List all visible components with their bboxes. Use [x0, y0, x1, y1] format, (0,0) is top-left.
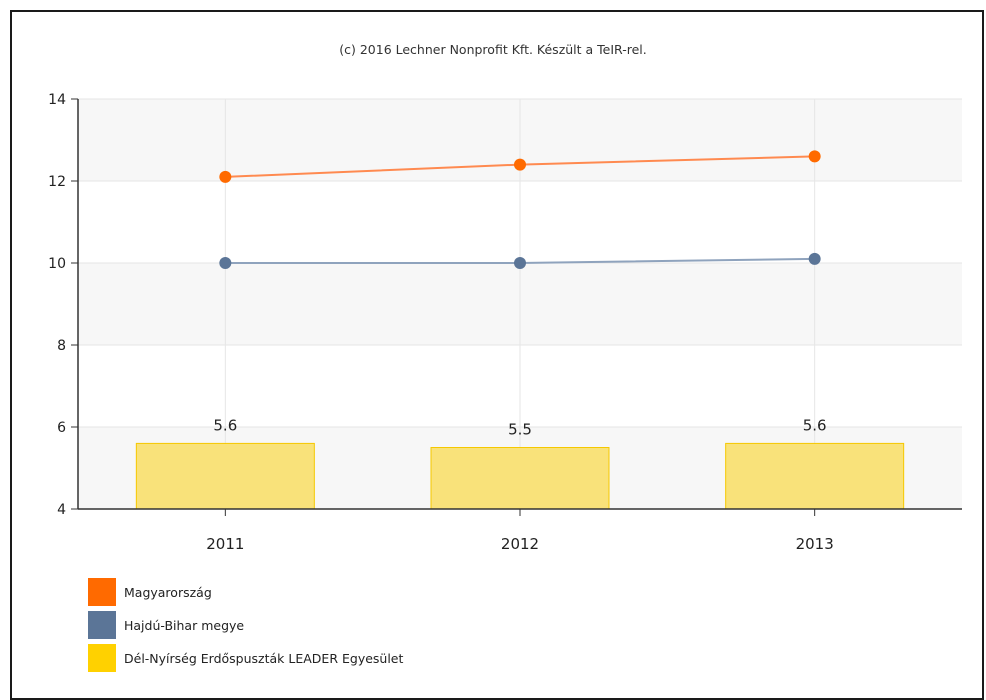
x-tick-label: 2013 — [796, 535, 834, 553]
legend-item-hajdu-bihar[interactable]: Hajdú-Bihar megye — [88, 611, 403, 639]
bar — [135, 442, 315, 510]
y-tick-label: 10 — [48, 256, 66, 272]
y-tick-label: 8 — [57, 338, 66, 354]
y-tick-label: 12 — [48, 174, 66, 190]
chart-credit: (c) 2016 Lechner Nonprofit Kft. Készült … — [339, 42, 647, 57]
legend-item-magyarorszag[interactable]: Magyarország — [88, 578, 403, 606]
x-tick-label: 2011 — [206, 535, 244, 553]
legend-label-hajdu-bihar: Hajdú-Bihar megye — [124, 617, 245, 633]
legend-item-leader[interactable]: Dél-Nyírség Erdőspuszták LEADER Egyesüle… — [88, 644, 403, 672]
legend-swatch-hajdu-bihar — [88, 611, 116, 639]
legend-swatch-leader — [88, 644, 116, 672]
y-tick-label: 14 — [48, 92, 66, 108]
legend-label-magyarorszag: Magyarország — [124, 584, 212, 600]
bar — [725, 442, 905, 510]
legend-swatch-magyarorszag — [88, 578, 116, 606]
y-tick-label: 6 — [57, 420, 66, 436]
bar-data-label: 5.6 — [803, 416, 827, 434]
series-point — [514, 158, 526, 171]
bar — [430, 447, 610, 510]
series-point — [219, 257, 232, 269]
x-tick-label: 2012 — [501, 535, 539, 553]
chart-legend: Magyarország Hajdú-Bihar megye Dél-Nyírs… — [88, 578, 403, 677]
series-point — [514, 257, 526, 269]
legend-label-leader: Dél-Nyírség Erdőspuszták LEADER Egyesüle… — [124, 650, 404, 666]
series-point — [808, 252, 821, 265]
series-point — [219, 170, 232, 183]
y-tick-label: 4 — [57, 502, 66, 518]
series-point — [808, 150, 821, 163]
bar-data-label: 5.6 — [213, 416, 237, 434]
bar-data-label: 5.5 — [508, 421, 532, 439]
